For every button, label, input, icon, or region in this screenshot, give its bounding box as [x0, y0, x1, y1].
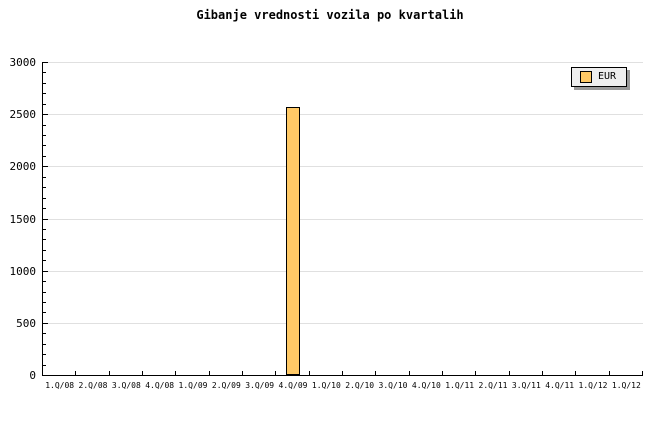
bar: [286, 106, 300, 375]
y-minor-tick: [43, 72, 46, 74]
x-tick: [475, 371, 477, 375]
x-tick: [542, 371, 543, 375]
y-minor-tick: [43, 354, 46, 356]
y-axis-label: 0: [29, 369, 36, 382]
legend: EUR: [571, 67, 627, 87]
x-tick: [208, 371, 210, 375]
x-axis-label: 1.Q/09: [178, 381, 208, 390]
x-tick: [108, 371, 110, 375]
y-minor-tick: [43, 343, 46, 345]
y-minor-tick: [43, 176, 46, 178]
y-gridline: [43, 270, 643, 272]
x-axis-label: 4.Q/08: [145, 381, 175, 390]
y-gridline: [43, 218, 643, 220]
y-minor-tick: [43, 124, 46, 126]
x-axis-label: 1.Q/11: [445, 381, 475, 390]
x-tick: [75, 371, 77, 375]
x-tick: [308, 371, 310, 375]
y-minor-tick: [43, 103, 46, 105]
y-major-tick: [43, 166, 48, 168]
x-axis-label: 2.Q/10: [345, 381, 375, 390]
y-minor-tick: [43, 145, 46, 147]
y-axis-label: 500: [16, 316, 36, 330]
plot-area: 0 500 1000 1500 2000 2500 3000 1.Q/08 2.Q/08 3.Q/…: [10, 57, 643, 390]
legend-label: EUR: [598, 71, 617, 82]
y-axis-label: 2500: [9, 108, 37, 122]
y-minor-tick: [43, 197, 46, 199]
x-tick: [642, 371, 643, 375]
x-axis-label: 2.Q/08: [78, 381, 108, 390]
y-major-tick: [43, 218, 48, 220]
x-axis-label: 3.Q/11: [511, 381, 541, 390]
x-tick: [408, 371, 410, 375]
y-minor-tick: [43, 82, 46, 84]
y-major-tick: [43, 270, 48, 272]
y-minor-tick: [43, 312, 46, 314]
x-axis-label: 4.Q/09: [278, 381, 308, 390]
chart-title: Gibanje vrednosti vozila po kvartalih: [196, 8, 464, 22]
x-axis-label: 3.Q/10: [378, 381, 408, 390]
y-major-tick: [43, 322, 48, 324]
x-tick: [375, 371, 377, 375]
y-minor-tick: [43, 208, 46, 210]
y-minor-tick: [43, 301, 46, 303]
y-major-tick: [43, 114, 48, 116]
x-axis-label: 4.Q/11: [545, 381, 575, 390]
x-tick: [442, 371, 443, 375]
legend-swatch-eur: [580, 71, 592, 83]
y-major-tick: [43, 62, 48, 63]
x-tick: [342, 371, 343, 375]
y-axis-label: 1500: [9, 212, 37, 226]
y-gridline: [43, 62, 643, 63]
y-gridline: [43, 166, 643, 168]
x-axis-label: 1.Q/12: [611, 381, 641, 390]
x-axis-label: 2.Q/11: [478, 381, 508, 390]
y-minor-tick: [43, 135, 46, 137]
y-gridline: [43, 114, 643, 116]
x-tick: [242, 371, 243, 375]
x-tick: [275, 371, 277, 375]
y-axis-label: 3000: [9, 56, 37, 69]
y-minor-tick: [43, 155, 46, 157]
y-minor-tick: [43, 93, 46, 95]
y-minor-tick: [43, 364, 46, 366]
y-minor-tick: [43, 260, 46, 262]
y-minor-tick: [43, 281, 46, 283]
x-axis-label: 3.Q/09: [245, 381, 275, 390]
x-axis-label: 2.Q/09: [211, 381, 241, 390]
y-axis-label: 2000: [9, 160, 37, 174]
y-axis-label: 1000: [9, 264, 37, 278]
y-minor-tick: [43, 291, 46, 293]
x-tick: [175, 371, 177, 375]
x-axis-label: 1.Q/12: [578, 381, 608, 390]
x-tick: [608, 371, 610, 375]
x-axis-label: 1.Q/10: [311, 381, 341, 390]
y-minor-tick: [43, 187, 46, 189]
x-axis-label: 4.Q/10: [411, 381, 441, 390]
y-minor-tick: [43, 249, 46, 251]
x-tick: [575, 371, 577, 375]
x-axis-label: 3.Q/08: [111, 381, 141, 390]
y-minor-tick: [43, 239, 46, 241]
y-minor-tick: [43, 228, 46, 230]
x-tick: [508, 371, 510, 375]
x-tick: [142, 371, 143, 375]
y-gridline: [43, 322, 643, 324]
y-minor-tick: [43, 333, 46, 335]
x-axis-label: 1.Q/08: [45, 381, 75, 390]
